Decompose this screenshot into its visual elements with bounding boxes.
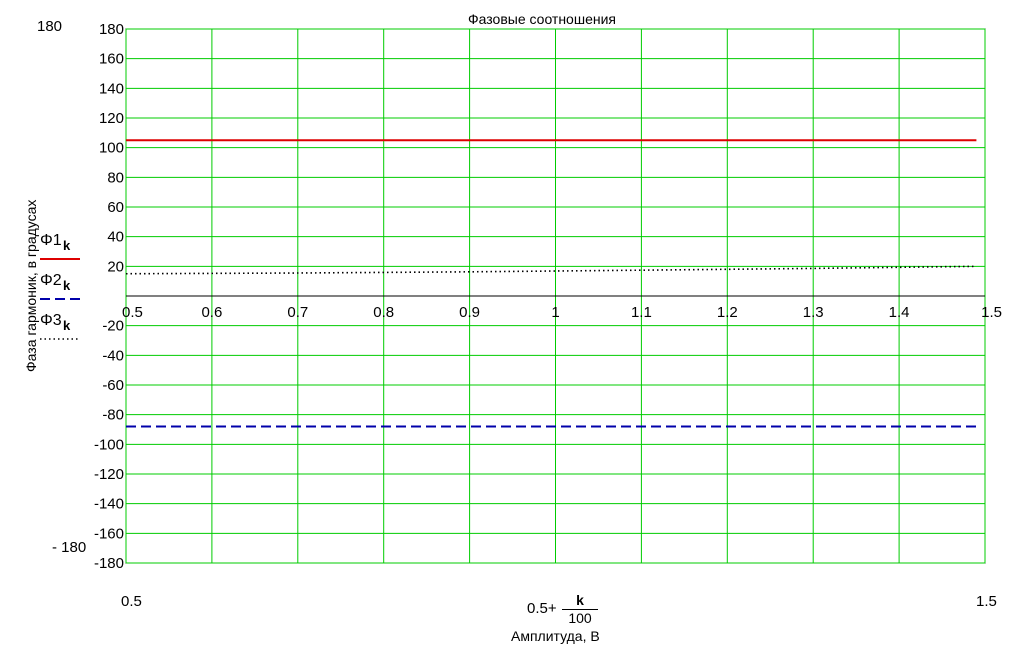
y-axis-title: Фаза гармоник, в градусах: [23, 200, 39, 372]
x-tick-label: 1.4: [889, 304, 910, 321]
x-tick-label: 1: [551, 304, 559, 321]
x-expression-denominator: 100: [568, 610, 592, 626]
legend-label-1: Φ1: [40, 232, 62, 249]
x-axis-title: Амплитуда, В: [511, 628, 600, 644]
legend: Φ1 kΦ2 kΦ3 k: [40, 232, 80, 340]
y-tick-label: 180: [99, 21, 124, 38]
y-tick-labels: -180 -160 -140 -120 -100 -80 -60 -40 -20 20 40 60 80…: [94, 21, 124, 572]
fraction-bar: [562, 609, 598, 610]
legend-label-2: Φ2: [40, 272, 62, 289]
x-tick-label: 0.6: [201, 304, 222, 321]
y-tick-label: 40: [107, 229, 124, 246]
y-tick-label: -80: [102, 407, 124, 424]
x-tick-labels: 0.5 0.6 0.7 0.8 0.9 1 1.1 1.2 1.3 1.4 1.5: [122, 304, 1002, 321]
x-tick-label: 1.5: [981, 304, 1002, 321]
y-tick-label: 160: [99, 51, 124, 68]
y-tick-label: -120: [94, 466, 124, 483]
x-tick-label: 1.3: [803, 304, 824, 321]
y-tick-label: -180: [94, 555, 124, 572]
y-tick-label: 100: [99, 140, 124, 157]
legend-subscript-2: k: [63, 278, 71, 293]
y-bottom-extra-label: - 180: [52, 539, 87, 556]
x-tick-label: 1.2: [717, 304, 738, 321]
legend-subscript-3: k: [63, 318, 71, 333]
x-left-extra-label: 0.5: [121, 593, 142, 610]
x-tick-label: 0.7: [287, 304, 308, 321]
y-tick-label: -100: [94, 436, 124, 453]
y-top-extra-label: 180: [37, 18, 63, 35]
series-lines: [125, 139, 977, 428]
x-tick-label: 0.5: [122, 304, 143, 321]
y-tick-label: 140: [99, 80, 124, 97]
y-tick-label: 120: [99, 110, 124, 127]
y-tick-label: -20: [102, 318, 124, 335]
x-tick-label: 0.8: [373, 304, 394, 321]
x-tick-label: 0.9: [459, 304, 480, 321]
x-right-extra-label: 1.5: [976, 593, 997, 610]
legend-label-3: Φ3: [40, 312, 62, 329]
y-tick-label: -40: [102, 347, 124, 364]
x-expression-fraction: k 100: [560, 592, 600, 626]
y-tick-label: 20: [107, 258, 124, 275]
x-tick-label: 1.1: [631, 304, 652, 321]
legend-subscript-1: k: [63, 238, 71, 253]
y-tick-label: 60: [107, 199, 124, 216]
grid-lines: [125, 28, 986, 564]
y-tick-label: -140: [94, 496, 124, 513]
x-expression-numerator: k: [576, 592, 584, 608]
y-tick-label: -160: [94, 525, 124, 542]
series-line-3: [125, 265, 977, 275]
y-tick-label: 80: [107, 169, 124, 186]
y-tick-label: -60: [102, 377, 124, 394]
chart-title: Фазовые соотношения: [468, 11, 616, 27]
x-expression-prefix: 0.5+: [527, 600, 557, 617]
